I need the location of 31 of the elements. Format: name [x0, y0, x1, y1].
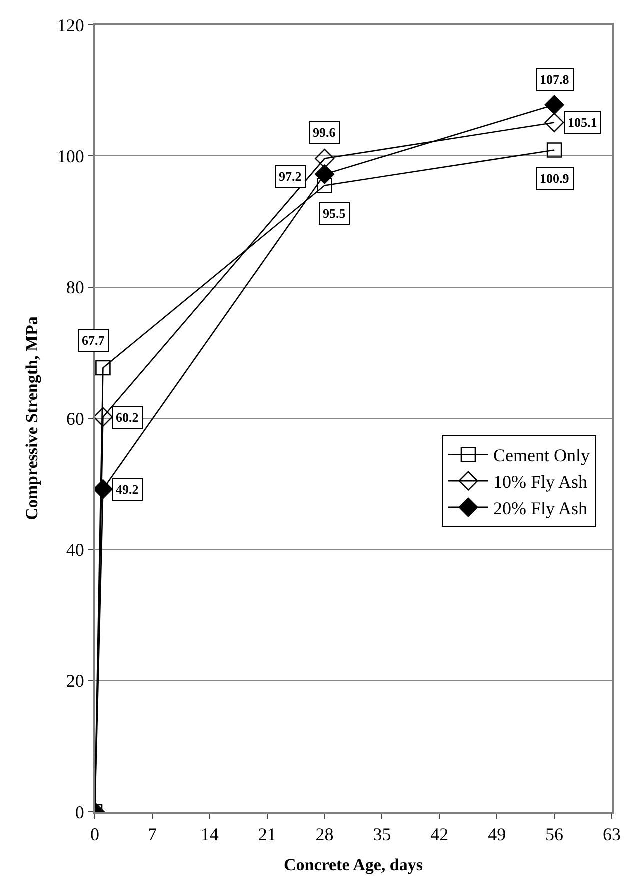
- x-tick-label: 63: [603, 824, 621, 845]
- data-label: 49.2: [116, 482, 139, 497]
- y-tick-label: 40: [66, 540, 84, 560]
- y-tick-label: 0: [75, 802, 84, 822]
- x-tick-label: 49: [488, 824, 506, 845]
- legend-label: 20% Fly Ash: [493, 498, 588, 518]
- x-tick-label: 28: [316, 824, 334, 845]
- y-tick-label: 20: [66, 671, 84, 692]
- x-tick-label: 21: [258, 824, 276, 845]
- x-tick-label: 7: [148, 824, 157, 845]
- data-label: 95.5: [323, 206, 346, 221]
- x-axis-title: Concrete Age, days: [284, 856, 424, 874]
- data-label: 67.7: [82, 333, 106, 348]
- x-tick-label: 35: [373, 824, 392, 845]
- data-label: 105.1: [568, 115, 598, 130]
- data-label: 100.9: [540, 171, 570, 186]
- x-tick-label: 14: [200, 824, 219, 845]
- data-label: 99.6: [313, 125, 336, 140]
- y-tick-label: 80: [66, 278, 84, 298]
- y-tick-label: 60: [66, 408, 84, 429]
- x-tick-label: 42: [430, 824, 449, 845]
- y-tick-label: 120: [57, 15, 84, 36]
- y-axis-title: Compressive Strength, MPa: [22, 316, 42, 520]
- x-tick-label: 0: [90, 824, 100, 845]
- legend-label: 10% Fly Ash: [493, 472, 588, 492]
- legend-label: Cement Only: [493, 446, 590, 466]
- data-label: 107.8: [540, 72, 570, 87]
- data-label: 60.2: [116, 410, 139, 425]
- data-label: 97.2: [279, 169, 302, 184]
- y-tick-label: 100: [57, 146, 84, 166]
- x-tick-label: 56: [546, 824, 564, 845]
